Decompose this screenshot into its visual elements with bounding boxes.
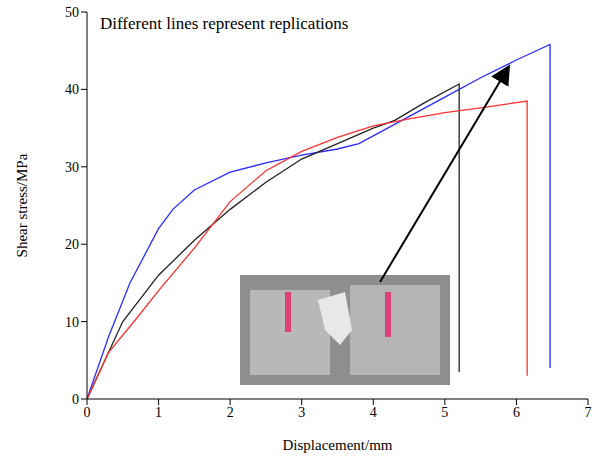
html-text:Different lines represent repl: Different lines represent replications bbox=[100, 14, 349, 33]
svg-text:50: 50 bbox=[65, 5, 79, 20]
svg-text:10: 10 bbox=[65, 315, 79, 330]
svg-text:2: 2 bbox=[227, 405, 234, 420]
svg-text:30: 30 bbox=[65, 160, 79, 175]
svg-text:Displacement/mm: Displacement/mm bbox=[283, 437, 393, 453]
svg-text:5: 5 bbox=[441, 405, 448, 420]
svg-text:7: 7 bbox=[585, 405, 592, 420]
svg-text:0: 0 bbox=[72, 392, 79, 407]
svg-text:40: 40 bbox=[65, 82, 79, 97]
svg-text:0: 0 bbox=[84, 405, 91, 420]
svg-text:20: 20 bbox=[65, 237, 79, 252]
svg-text:1: 1 bbox=[155, 405, 162, 420]
svg-text:Shear stress/MPa: Shear stress/MPa bbox=[14, 153, 30, 257]
svg-text:3: 3 bbox=[298, 405, 305, 420]
svg-text:4: 4 bbox=[370, 405, 377, 420]
svg-text:6: 6 bbox=[513, 405, 520, 420]
